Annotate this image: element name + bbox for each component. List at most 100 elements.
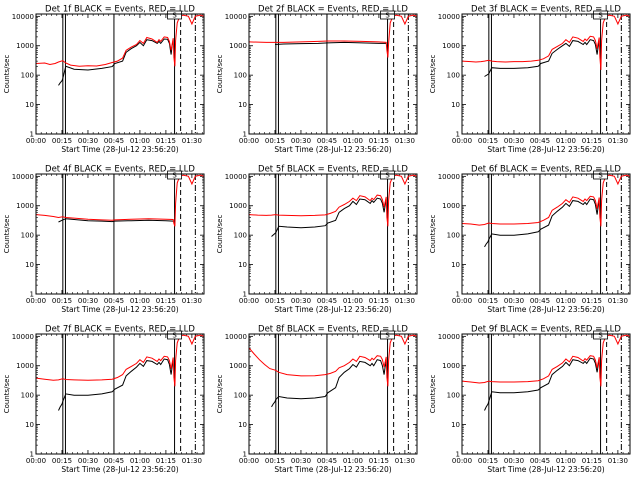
y-tick-label: 100 [447, 232, 460, 240]
saa-marker-label: S [598, 12, 603, 20]
x-tick-label: 01:15 [369, 297, 389, 305]
saa-marker-box [593, 330, 608, 340]
x-tick-label: 01:30 [608, 297, 628, 305]
y-tick-label: 10000 [438, 173, 460, 181]
x-tick-label: 00:00 [239, 457, 259, 465]
panel-title: Det 9f BLACK = Events, RED = LLD [471, 325, 621, 335]
x-tick-label: 00:45 [104, 457, 124, 465]
series-line-lld [462, 14, 630, 71]
series-line-lld [36, 174, 204, 227]
panel-title: Det 7f BLACK = Events, RED = LLD [45, 325, 195, 335]
x-axis-label: Start Time (28-Jul-12 23:56:20) [487, 145, 604, 154]
panel-7: Det 7f BLACK = Events, RED = LLD 1 10 100 10… [3, 325, 205, 474]
series-line-events [484, 39, 600, 77]
x-tick-label: 00:45 [317, 137, 337, 145]
y-tick-label: 1 [456, 131, 460, 139]
y-tick-label: 10 [238, 421, 247, 429]
x-tick-label: 00:00 [452, 297, 472, 305]
x-tick-label: 00:00 [452, 137, 472, 145]
x-tick-label: 00:45 [530, 137, 550, 145]
y-tick-label: 10 [451, 261, 460, 269]
panel-title: Det 5f BLACK = Events, RED = LLD [258, 165, 408, 175]
x-tick-label: 01:15 [156, 457, 176, 465]
x-tick-label: 01:15 [369, 137, 389, 145]
x-tick-label: 01:00 [130, 457, 150, 465]
plot-area [462, 174, 630, 294]
y-tick-label: 10 [25, 421, 34, 429]
y-axis-label: Counts/sec [429, 375, 437, 414]
y-axis-label: Counts/sec [216, 215, 224, 254]
plot-frame [35, 333, 205, 455]
x-tick-label: 01:15 [582, 457, 602, 465]
x-axis-label: Start Time (28-Jul-12 23:56:20) [274, 145, 391, 154]
x-axis-label: Start Time (28-Jul-12 23:56:20) [61, 465, 178, 474]
saa-marker-box [380, 10, 395, 20]
y-tick-label: 1000 [229, 202, 247, 210]
series-line-events [58, 38, 174, 86]
plot-frame [248, 333, 418, 455]
x-tick-label: 00:00 [26, 297, 46, 305]
y-tick-label: 10000 [225, 333, 247, 341]
y-axis-label: Counts/sec [3, 215, 11, 254]
y-tick-label: 1000 [229, 362, 247, 370]
plot-area [36, 14, 204, 134]
y-axis-label: Counts/sec [429, 215, 437, 254]
x-tick-label: 01:30 [182, 137, 202, 145]
x-tick-label: 00:15 [265, 297, 285, 305]
x-tick-label: 00:30 [504, 137, 524, 145]
x-tick-label: 01:00 [343, 457, 363, 465]
x-axis-label: Start Time (28-Jul-12 23:56:20) [487, 465, 604, 474]
series-line-events [58, 218, 174, 223]
y-tick-label: 10000 [12, 13, 34, 21]
y-tick-label: 10 [451, 101, 460, 109]
panel-title: Det 6f BLACK = Events, RED = LLD [471, 165, 621, 175]
x-tick-label: 00:30 [291, 457, 311, 465]
x-tick-label: 01:15 [582, 297, 602, 305]
y-tick-label: 100 [447, 392, 460, 400]
y-tick-label: 1000 [442, 42, 460, 50]
y-tick-label: 10 [451, 421, 460, 429]
series-line-lld [249, 334, 417, 387]
y-tick-label: 1 [456, 451, 460, 459]
x-tick-label: 01:00 [556, 297, 576, 305]
x-axis-label: Start Time (28-Jul-12 23:56:20) [61, 305, 178, 314]
x-tick-label: 00:45 [317, 297, 337, 305]
x-tick-label: 01:30 [395, 297, 415, 305]
saa-marker-label: S [598, 332, 603, 340]
y-tick-label: 100 [234, 232, 247, 240]
x-tick-label: 00:00 [26, 457, 46, 465]
y-tick-label: 1 [243, 131, 247, 139]
panel-3: Det 3f BLACK = Events, RED = LLD 1 10 100 10… [429, 5, 631, 154]
x-tick-label: 00:30 [78, 457, 98, 465]
x-tick-label: 01:15 [156, 297, 176, 305]
y-tick-label: 1000 [16, 202, 34, 210]
x-tick-label: 00:15 [265, 137, 285, 145]
y-tick-label: 1 [243, 451, 247, 459]
series-line-lld [249, 14, 417, 58]
series-line-lld [249, 174, 417, 227]
x-tick-label: 00:00 [26, 137, 46, 145]
panel-title: Det 2f BLACK = Events, RED = LLD [258, 5, 408, 15]
panel-title: Det 3f BLACK = Events, RED = LLD [471, 5, 621, 15]
x-tick-label: 01:00 [343, 297, 363, 305]
x-axis-label: Start Time (28-Jul-12 23:56:20) [274, 305, 391, 314]
plot-frame [248, 173, 418, 295]
panel-4: Det 4f BLACK = Events, RED = LLD 1 10 100 10… [3, 165, 205, 314]
x-tick-label: 01:30 [182, 457, 202, 465]
y-tick-label: 1 [456, 291, 460, 299]
x-tick-label: 00:00 [239, 137, 259, 145]
saa-marker-box [167, 10, 182, 20]
x-tick-label: 01:30 [608, 137, 628, 145]
series-line-events [484, 357, 600, 411]
saa-marker-label: S [598, 172, 603, 180]
plot-frame [461, 173, 631, 295]
panel-title: Det 8f BLACK = Events, RED = LLD [258, 325, 408, 335]
saa-marker-label: S [385, 172, 390, 180]
x-tick-label: 00:30 [78, 137, 98, 145]
y-tick-label: 10000 [438, 333, 460, 341]
panel-5: Det 5f BLACK = Events, RED = LLD 1 10 100 10… [216, 165, 418, 314]
series-line-events [271, 197, 387, 237]
x-tick-label: 01:15 [369, 457, 389, 465]
x-tick-label: 01:00 [556, 137, 576, 145]
